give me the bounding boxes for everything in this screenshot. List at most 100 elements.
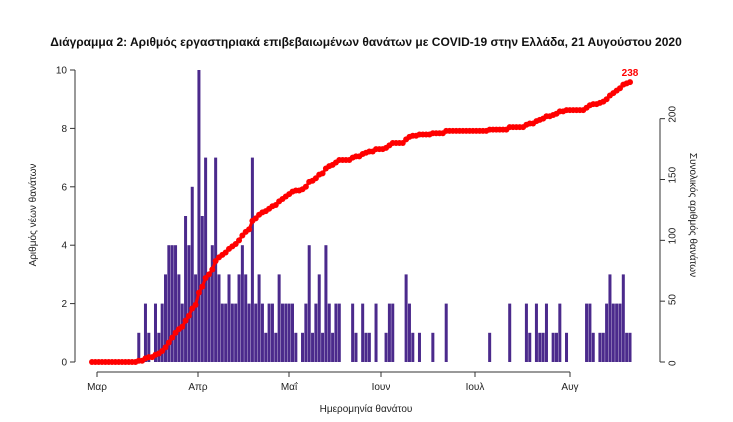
bar-mark — [307, 245, 311, 362]
right-y-axis-label: Συνολικός αριθμός θανάτων — [687, 153, 699, 277]
bar-mark — [174, 245, 178, 362]
cumulative-point — [246, 226, 253, 233]
x-axis-label: Ημερομηνία θανάτου — [320, 403, 413, 415]
bar-mark — [387, 303, 391, 362]
bar-mark — [197, 70, 201, 362]
bar-mark — [508, 303, 512, 362]
right-tick-label: 100 — [668, 227, 679, 244]
bar-series-daily-deaths — [137, 70, 632, 362]
bar-mark — [551, 332, 555, 362]
bar-mark — [257, 274, 261, 362]
bar-mark — [324, 245, 328, 362]
left-y-axis-label: Αριθμός νέων θανάτων — [27, 164, 39, 267]
bar-mark — [337, 303, 341, 362]
bar-mark — [524, 303, 528, 362]
bar-mark — [321, 332, 325, 362]
cumulative-point — [185, 312, 192, 319]
bar-mark — [301, 332, 305, 362]
left-y-axis: 0 2 4 6 8 10 — [56, 66, 76, 369]
bar-mark — [167, 245, 171, 362]
left-tick-label: 8 — [61, 124, 67, 135]
bar-mark — [588, 303, 592, 362]
bar-mark — [180, 303, 184, 362]
bar-mark — [601, 332, 605, 362]
bar-mark — [411, 332, 415, 362]
bar-mark — [311, 332, 315, 362]
bar-mark — [153, 303, 157, 362]
right-y-axis: 0 50 100 150 200 — [659, 106, 679, 366]
bar-mark — [417, 332, 421, 362]
bar-mark — [227, 274, 231, 362]
bar-mark — [354, 332, 358, 362]
bar-mark — [177, 274, 181, 362]
x-tick-label: Αυγ — [561, 382, 578, 393]
cumulative-point — [162, 344, 169, 351]
bar-mark — [280, 303, 284, 362]
cumulative-point — [199, 283, 206, 290]
bar-mark — [190, 186, 194, 362]
bar-mark — [224, 303, 228, 362]
x-tick-label: Μαΐ — [281, 381, 298, 393]
bar-mark — [294, 332, 298, 362]
bar-mark — [407, 303, 411, 362]
bar-mark — [274, 332, 278, 362]
bar-mark — [528, 332, 532, 362]
bar-mark — [608, 274, 612, 362]
bar-mark — [210, 245, 214, 362]
bar-mark — [541, 332, 545, 362]
bar-mark — [384, 332, 388, 362]
bar-mark — [361, 303, 365, 362]
bar-mark — [404, 274, 408, 362]
bar-mark — [240, 245, 244, 362]
right-tick-label: 50 — [668, 294, 679, 306]
bar-mark — [184, 216, 188, 362]
bar-mark — [260, 303, 264, 362]
bar-mark — [591, 332, 595, 362]
bar-mark — [220, 303, 224, 362]
right-tick-label: 200 — [668, 106, 679, 123]
bar-mark — [304, 303, 308, 362]
bar-mark — [264, 332, 268, 362]
bar-mark — [391, 303, 395, 362]
bar-mark — [364, 332, 368, 362]
bar-mark — [444, 303, 448, 362]
x-tick-label: Ιουν — [372, 382, 391, 393]
bar-mark — [250, 157, 254, 362]
bar-mark — [351, 303, 355, 362]
bar-mark — [254, 303, 258, 362]
bar-mark — [538, 332, 542, 362]
bar-mark — [204, 157, 208, 362]
bar-mark — [194, 274, 198, 362]
bar-mark — [317, 274, 321, 362]
bar-mark — [618, 303, 622, 362]
cumulative-point — [192, 301, 199, 308]
bar-mark — [374, 303, 378, 362]
bar-mark — [334, 303, 338, 362]
bar-mark — [314, 303, 318, 362]
bar-mark — [187, 245, 191, 362]
cumulative-point — [627, 79, 633, 86]
bar-mark — [625, 332, 629, 362]
bar-mark — [488, 332, 492, 362]
x-axis: Μαρ Απρ Μαΐ Ιουν Ιουλ Αυγ — [87, 371, 579, 393]
cumulative-point — [209, 266, 216, 273]
right-tick-label: 150 — [668, 166, 679, 183]
bar-mark — [270, 303, 274, 362]
bar-mark — [267, 303, 271, 362]
x-tick-label: Μαρ — [87, 382, 107, 393]
bar-mark — [611, 303, 615, 362]
bar-mark — [244, 274, 248, 362]
bar-mark — [157, 332, 161, 362]
bar-mark — [237, 274, 241, 362]
bar-mark — [247, 303, 251, 362]
left-tick-label: 2 — [61, 299, 67, 310]
bar-mark — [147, 332, 151, 362]
cumulative-point — [319, 170, 326, 177]
bar-mark — [605, 303, 609, 362]
cumulative-point — [179, 323, 186, 330]
bar-mark — [143, 303, 147, 362]
cumulative-point — [195, 289, 202, 296]
bar-mark — [160, 303, 164, 362]
bar-mark — [621, 274, 625, 362]
